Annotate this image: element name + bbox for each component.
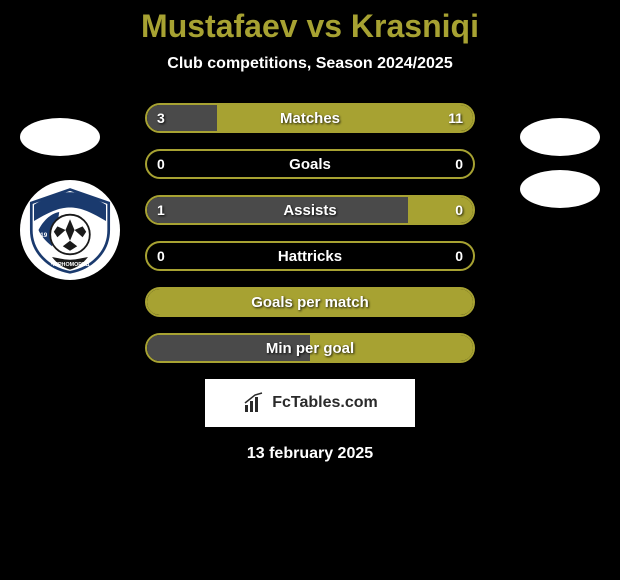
stat-label: Goals: [147, 151, 473, 177]
player-avatar-right-2: [520, 170, 600, 208]
attribution-text: FcTables.com: [272, 394, 378, 412]
attribution-badge: FcTables.com: [205, 379, 415, 427]
stat-label: Assists: [147, 197, 473, 223]
stat-row: Min per goal: [145, 333, 475, 363]
subtitle: Club competitions, Season 2024/2025: [0, 55, 620, 73]
infographic-container: Mustafaev vs Krasniqi Club competitions,…: [0, 0, 620, 580]
stat-label: Matches: [147, 105, 473, 131]
chart-icon: [242, 391, 266, 415]
svg-text:19: 19: [40, 232, 48, 239]
svg-text:ЧЕРНОМОРЕЦ: ЧЕРНОМОРЕЦ: [51, 262, 90, 268]
page-title: Mustafaev vs Krasniqi: [0, 8, 620, 45]
stat-row: 311Matches: [145, 103, 475, 133]
stat-row: 00Hattricks: [145, 241, 475, 271]
player-avatar-right-1: [520, 118, 600, 156]
club-logo: ЧЕРНОМОРЕЦ 19: [20, 180, 120, 280]
stat-label: Goals per match: [147, 289, 473, 315]
club-badge-icon: ЧЕРНОМОРЕЦ 19: [25, 185, 115, 275]
player-avatar-left: [20, 118, 100, 156]
date-text: 13 february 2025: [0, 445, 620, 463]
stat-row: 10Assists: [145, 195, 475, 225]
stat-label: Hattricks: [147, 243, 473, 269]
stat-row: Goals per match: [145, 287, 475, 317]
stat-label: Min per goal: [147, 335, 473, 361]
stat-row: 00Goals: [145, 149, 475, 179]
stats-panel: 311Matches 00Goals 10Assists 00Hattricks Goa…: [145, 103, 475, 363]
